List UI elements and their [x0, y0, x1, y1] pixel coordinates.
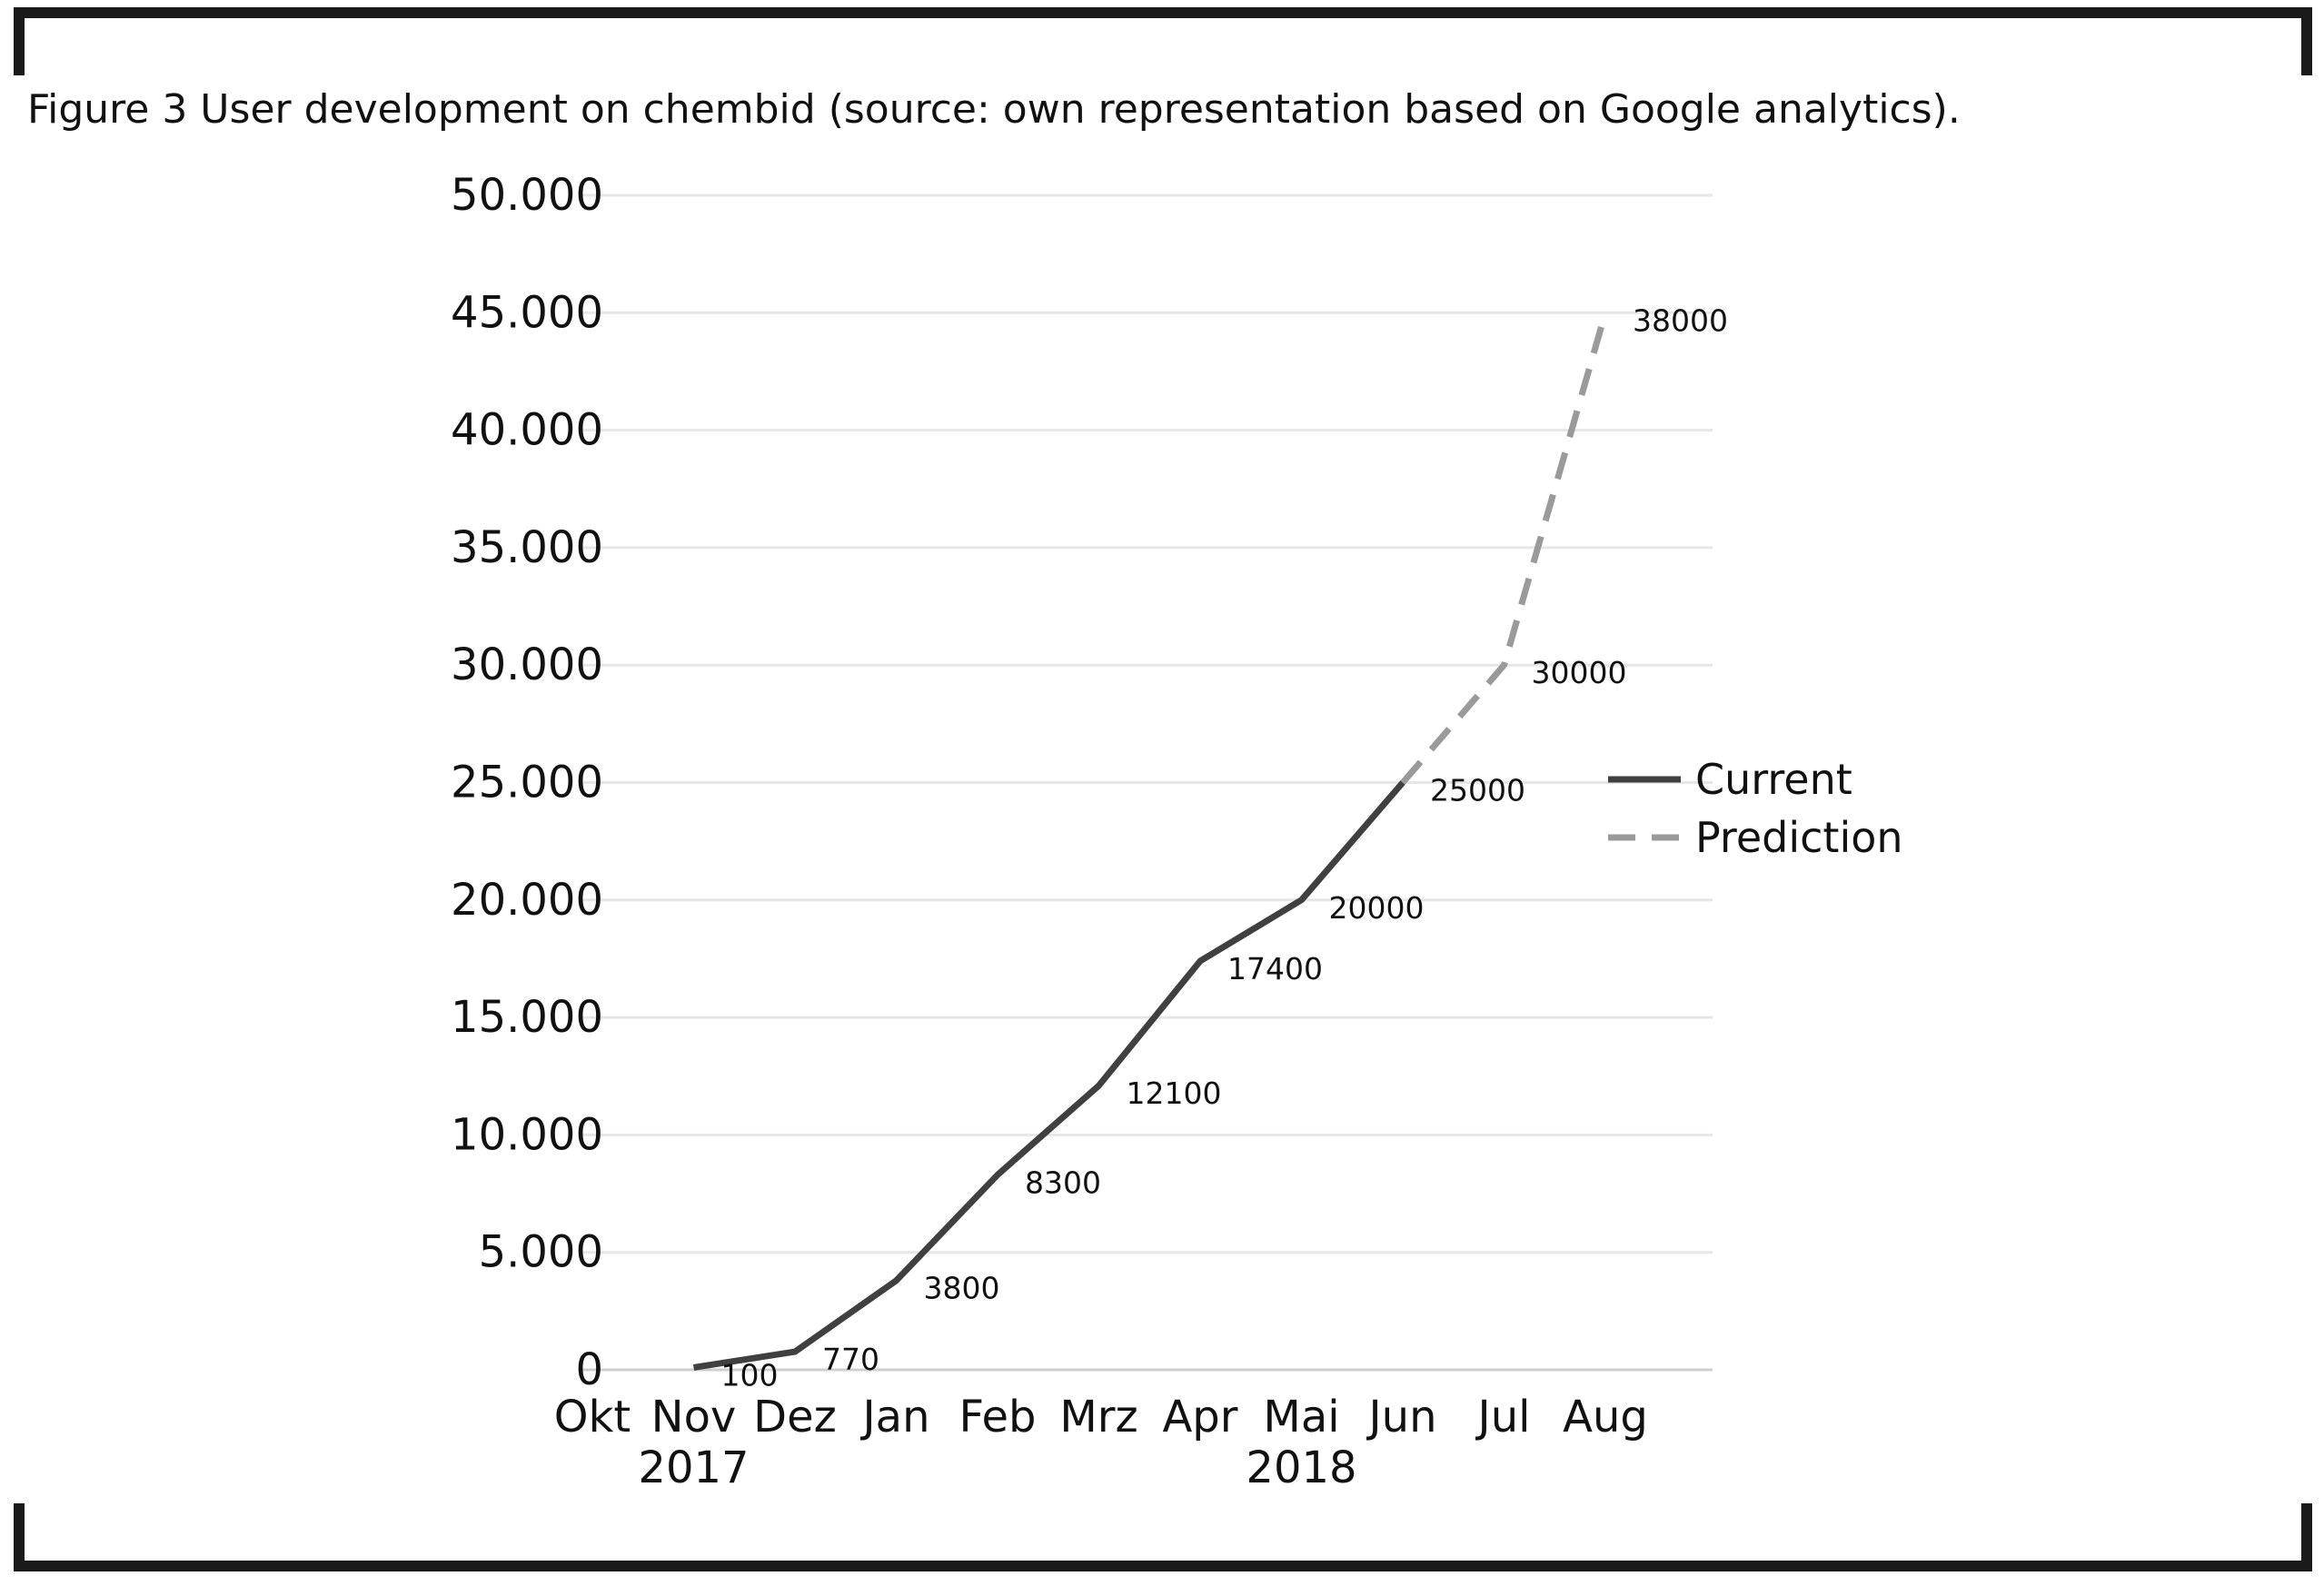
y-tick-label: 45.000 — [451, 287, 603, 338]
y-tick-label: 15.000 — [451, 992, 603, 1043]
legend-label: Current — [1695, 755, 1852, 804]
data-label: 25000 — [1430, 773, 1525, 808]
x-tick-label: Jun — [1366, 1392, 1437, 1442]
legend: Current Prediction — [1608, 755, 1903, 862]
year-label: 2018 — [1246, 1442, 1356, 1493]
legend-label: Prediction — [1695, 813, 1903, 862]
x-tick-label: Nov — [651, 1392, 737, 1442]
y-tick-label: 0 — [575, 1344, 603, 1395]
frame-top-bar — [14, 7, 2312, 18]
x-tick-label: Feb — [959, 1392, 1037, 1442]
y-tick-label: 20.000 — [451, 875, 603, 926]
frame-bottom-left-tick — [14, 1503, 25, 1571]
y-tick-label: 50.000 — [451, 170, 603, 221]
series-line-current — [692, 780, 1405, 1371]
x-tick-label: Okt — [554, 1392, 631, 1442]
data-label: 20000 — [1329, 890, 1425, 926]
data-label: 100 — [721, 1357, 779, 1393]
frame-bottom-right-tick — [2301, 1503, 2312, 1571]
data-label: 17400 — [1227, 951, 1323, 986]
data-label: 38000 — [1633, 302, 1728, 338]
x-tick-label: Mai — [1263, 1392, 1339, 1442]
x-tick-label: Aug — [1563, 1392, 1648, 1442]
y-tick-label: 35.000 — [451, 522, 603, 573]
year-label: 2017 — [638, 1442, 749, 1493]
figure-caption: Figure 3 User development on chembid (so… — [27, 86, 1961, 133]
series-lines — [692, 312, 1609, 1371]
data-label: 8300 — [1025, 1165, 1101, 1200]
gridlines — [581, 193, 1713, 1372]
y-tick-label: 10.000 — [451, 1109, 603, 1160]
series-line-prediction — [1400, 312, 1609, 785]
data-label: 3800 — [924, 1271, 1000, 1306]
x-tick-label: Jul — [1475, 1392, 1531, 1442]
frame-top-right-tick — [2301, 7, 2312, 75]
y-tick-label: 40.000 — [451, 405, 603, 456]
y-tick-label: 5.000 — [479, 1227, 603, 1278]
data-label: 770 — [822, 1342, 879, 1377]
frame-bottom-bar — [14, 1561, 2312, 1571]
data-label: 30000 — [1532, 655, 1627, 690]
y-tick-label: 25.000 — [451, 758, 603, 808]
y-tick-label: 30.000 — [451, 639, 603, 690]
x-tick-label: Jan — [860, 1392, 930, 1442]
frame-top-left-tick — [14, 7, 25, 75]
data-label: 12100 — [1127, 1076, 1222, 1111]
y-axis-ticks: 0 5.000 10.000 15.000 20.000 25.000 30.000 35.0… — [451, 170, 603, 1395]
x-tick-label: Apr — [1162, 1392, 1237, 1442]
x-tick-label: Dez — [753, 1392, 837, 1442]
x-axis-ticks: Okt Nov Dez Jan Feb Mrz Apr Mai Jun Jul Aug 2017 201… — [554, 1392, 1648, 1493]
x-tick-label: Mrz — [1059, 1392, 1137, 1442]
